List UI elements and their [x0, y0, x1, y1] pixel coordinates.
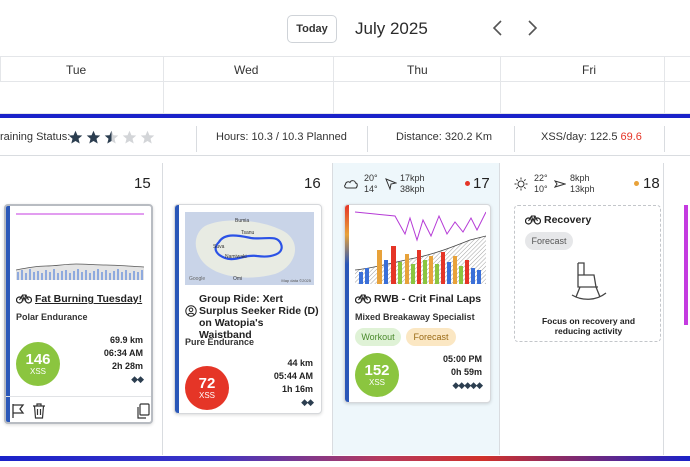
forecast-tag: Forecast: [525, 232, 573, 250]
day-cell-18[interactable]: 22° 10° 8kph 13kph 18 Recovery Forecast …: [500, 163, 664, 455]
temperature: 22° 10°: [534, 173, 548, 194]
xss-per-day-stat: XSS/day: 122.5 69.6: [541, 131, 642, 143]
xss-per-day-extra: 69.6: [620, 131, 642, 143]
status-dot: [465, 181, 470, 186]
trash-icon[interactable]: [32, 403, 46, 419]
weather-row: [0, 82, 690, 114]
workout-title[interactable]: Group Ride: Xert Surplus Seeker Ride (D)…: [199, 293, 319, 341]
recovery-card[interactable]: Recovery Forecast Focus on recovery and …: [514, 205, 661, 342]
route-map: Bumia Tsanu Suva Namiwaki Omi Google Map…: [185, 212, 314, 285]
workout-metrics: 69.9 km 06:34 AM 2h 28m: [103, 335, 143, 371]
partly-sunny-icon: [514, 177, 528, 191]
recovery-title[interactable]: Recovery: [544, 214, 592, 226]
day-cell-16[interactable]: 16 Bumia Tsanu Suva Namiwaki Omi Google …: [163, 163, 333, 455]
workout-card[interactable]: RWB - Crit Final Laps Mixed Breakaway Sp…: [344, 204, 491, 403]
difficulty-indicator: ◆◆◆◆◆: [452, 380, 483, 390]
date-number: 16: [304, 175, 321, 192]
copy-icon[interactable]: [136, 403, 150, 419]
week-summary-bar: raining Status: Hours: 10.3 / 10.3 Plann…: [0, 120, 690, 156]
bike-icon: [355, 294, 371, 304]
difficulty-indicator: ◆◆: [301, 397, 314, 407]
workout-metrics: 44 km 05:44 AM 1h 16m: [273, 358, 313, 394]
flag-icon[interactable]: [11, 403, 25, 419]
day-name-tue: Tue: [66, 63, 87, 77]
distance-stat: Distance: 320.2 Km: [396, 131, 492, 143]
xss-badge: 152 XSS: [355, 353, 399, 397]
day-cell-15[interactable]: 15 Fat Burning Tuesday! Polar Endurance …: [0, 163, 163, 455]
hours-stat: Hours: 10.3 / 10.3 Planned: [216, 131, 347, 143]
workout-type: Mixed Breakaway Specialist: [355, 312, 475, 322]
week-divider-bar: [0, 456, 690, 461]
difficulty-indicator: ◆◆: [131, 374, 144, 384]
day-name-fri: Fri: [582, 63, 596, 77]
workout-card[interactable]: Fat Burning Tuesday! Polar Endurance 146…: [4, 204, 153, 424]
xss-per-day-value: XSS/day: 122.5: [541, 131, 618, 143]
workout-card[interactable]: Bumia Tsanu Suva Namiwaki Omi Google Map…: [174, 204, 322, 414]
chevron-left-icon: [492, 20, 502, 36]
cloud-icon: [344, 180, 358, 189]
week-grid: 15 Fat Burning Tuesday! Polar Endurance …: [0, 163, 690, 455]
workout-power-chart: [355, 211, 486, 284]
workout-title[interactable]: Fat Burning Tuesday!: [35, 293, 143, 305]
workout-tag: Workout: [355, 328, 401, 346]
xss-badge: 146 XSS: [16, 342, 60, 386]
rocking-chair-icon: [571, 262, 607, 300]
training-status-stars: [68, 130, 155, 145]
training-status-label: raining Status:: [0, 131, 71, 143]
chevron-right-icon: [528, 20, 538, 36]
status-dot: [634, 181, 639, 186]
month-title: July 2025: [355, 19, 428, 38]
date-number: 18: [643, 175, 660, 192]
wind-direction-icon: [554, 180, 566, 188]
star-filled-icon: [86, 130, 101, 144]
workout-type: Pure Endurance: [185, 337, 255, 347]
workout-title[interactable]: RWB - Crit Final Laps: [374, 293, 482, 305]
star-filled-icon: [68, 130, 83, 144]
xss-badge: 72 XSS: [185, 366, 229, 410]
forecast-tag: Forecast: [406, 328, 456, 346]
bike-icon: [16, 294, 32, 304]
wind-speed: 8kph 13kph: [570, 173, 595, 194]
weekday-header-row: Tue Wed Thu Fri: [0, 56, 690, 82]
calendar-header: Today July 2025: [0, 0, 690, 58]
recovery-description: Focus on recovery and reducing activity: [541, 316, 636, 336]
temperature: 20° 14°: [364, 173, 378, 194]
google-logo: Google: [189, 276, 206, 282]
group-ride-icon: [185, 305, 197, 317]
day-name-wed: Wed: [234, 63, 259, 77]
today-button[interactable]: Today: [287, 15, 337, 43]
day-cell-17[interactable]: 20° 14° 17kph 38kph 17: [333, 163, 500, 455]
star-empty-icon: [122, 130, 137, 144]
star-half-icon: [104, 130, 119, 144]
workout-power-chart: [16, 213, 144, 280]
wind-speed: 17kph 38kph: [400, 173, 425, 194]
wind-direction-icon: [385, 178, 397, 190]
bike-icon: [525, 215, 541, 225]
date-number: 17: [473, 175, 490, 192]
day-cell-19[interactable]: [664, 163, 690, 455]
map-attribution: Map data ©2025: [281, 278, 311, 283]
prev-month-button[interactable]: [486, 17, 508, 39]
day-name-thu: Thu: [407, 63, 428, 77]
date-number: 15: [134, 175, 151, 192]
week-divider-bar: [0, 114, 690, 118]
star-empty-icon: [140, 130, 155, 144]
next-month-button[interactable]: [522, 17, 544, 39]
workout-type: Polar Endurance: [16, 312, 88, 322]
workout-metrics: 05:00 PM 0h 59m: [442, 354, 482, 377]
